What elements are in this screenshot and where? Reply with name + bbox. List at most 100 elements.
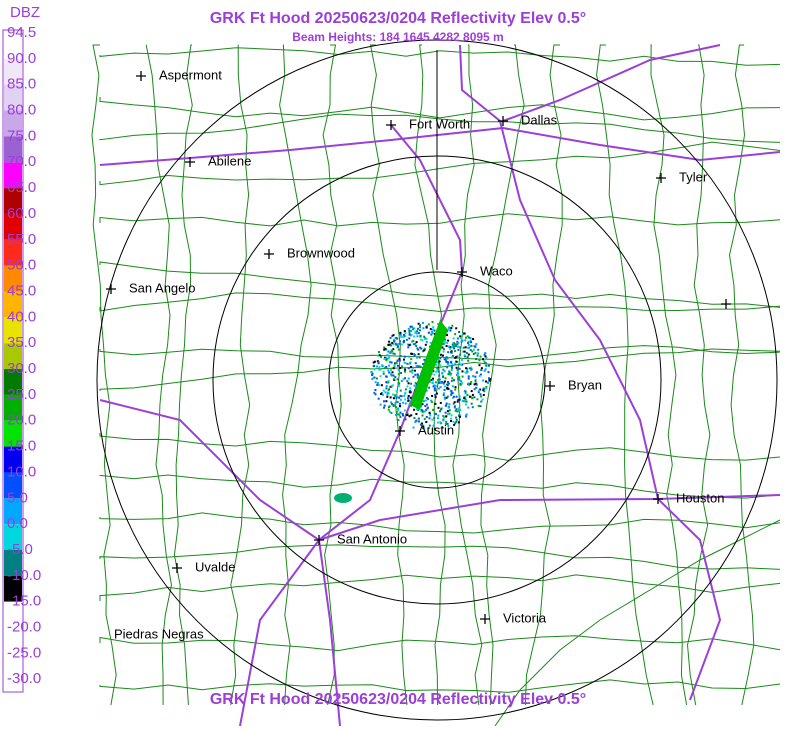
echo-pixel (447, 387, 450, 390)
echo-pixel (409, 325, 412, 328)
echo-pixel (437, 406, 440, 409)
echo-pixel (438, 387, 440, 390)
legend-swatch (4, 162, 22, 189)
city-marker (386, 120, 396, 130)
city-label: Victoria (503, 610, 547, 625)
echo-pixel (468, 336, 471, 339)
echo-pixel (378, 368, 381, 371)
echo-pixel (485, 385, 488, 388)
echo-pixel (391, 341, 394, 344)
echo-pixel (381, 393, 384, 396)
echo-pixel (428, 411, 431, 414)
echo-pixel (397, 419, 400, 421)
echo-pixel (430, 333, 433, 336)
echo-pixel (460, 359, 463, 361)
echo-pixel (451, 355, 454, 357)
echo-pixel (459, 383, 462, 386)
echo-pixel (397, 364, 399, 367)
echo-pixel (403, 334, 405, 336)
echo-pixel (413, 369, 416, 372)
county-line (99, 474, 781, 499)
echo-pixel (433, 384, 436, 387)
echo-pixel (432, 326, 435, 329)
echo-pixel (410, 414, 413, 417)
echo-pixel (480, 400, 483, 403)
echo-pixel (376, 382, 379, 384)
echo-pixel (427, 398, 430, 401)
echo-pixel (474, 375, 477, 378)
echo-pixel (470, 366, 473, 369)
echo-pixel (431, 332, 434, 335)
echo-pixel (442, 354, 444, 357)
echo-pixel (454, 356, 457, 359)
echo-pixel (387, 408, 390, 411)
echo-pixel (416, 335, 419, 338)
echo-pixel (393, 364, 396, 367)
echo-pixel (403, 409, 406, 412)
echo-pixel (453, 423, 456, 426)
echo-pixel (399, 394, 402, 397)
city-label: San Angelo (129, 280, 196, 295)
echo-pixel (421, 409, 424, 412)
city-marker (480, 614, 490, 624)
echo-pixel (456, 337, 459, 340)
echo-pixel (432, 385, 435, 388)
echo-pixel (424, 399, 427, 402)
echo-pixel (390, 385, 393, 388)
city-marker (656, 173, 666, 183)
echo-pixel (446, 383, 449, 386)
echo-pixel (392, 405, 395, 407)
echo-pixel (444, 377, 447, 380)
echo-pixel (387, 344, 390, 346)
echo-pixel (460, 337, 463, 340)
echo-pixel (447, 351, 450, 354)
echo-pixel (446, 366, 449, 369)
echo-pixel (450, 392, 453, 395)
echo-pixel (474, 345, 477, 348)
echo-pixel (448, 403, 451, 406)
echo-pixel (416, 327, 419, 330)
echo-pixel (437, 417, 439, 420)
echo-pixel (443, 398, 446, 401)
echo-pixel (417, 348, 420, 351)
echo-pixel (455, 327, 458, 330)
echo-pixel (465, 415, 468, 418)
echo-pixel (467, 375, 470, 378)
echo-pixel (385, 385, 388, 387)
legend-swatch (4, 524, 22, 550)
echo-pixel (469, 337, 472, 340)
echo-pixel (409, 396, 412, 399)
echo-pixel (454, 409, 457, 412)
echo-pixel (384, 366, 387, 369)
echo-pixel (385, 359, 388, 362)
city-label: Houston (676, 490, 724, 505)
echo-pixel (423, 410, 426, 413)
echo-pixel (399, 355, 402, 357)
echo-pixel (461, 400, 464, 403)
legend-swatch (4, 213, 22, 240)
legend-swatch (4, 627, 22, 654)
echo-pixel (450, 417, 452, 420)
echo-pixel (472, 375, 475, 378)
echo-pixel (448, 382, 450, 385)
echo-pixel (456, 343, 459, 346)
echo-pixel (371, 374, 374, 376)
echo-pixel (427, 427, 430, 429)
echo-pixel (399, 334, 402, 337)
echo-pixel (454, 422, 457, 425)
echo-pixel (408, 332, 411, 334)
echo-pixel (454, 386, 457, 389)
echo-pixel (430, 400, 433, 403)
echo-pixel (411, 369, 414, 372)
echo-pixel (457, 377, 460, 380)
echo-pixel (408, 403, 411, 406)
echo-pixel (439, 401, 442, 404)
echo-pixel (396, 337, 399, 340)
echo-pixel (395, 389, 398, 392)
echo-pixel (485, 356, 488, 359)
echo-pixel (481, 398, 484, 401)
legend-label: 15.0 (7, 438, 36, 455)
echo-pixel (390, 368, 392, 371)
echo-pixel (378, 384, 381, 387)
